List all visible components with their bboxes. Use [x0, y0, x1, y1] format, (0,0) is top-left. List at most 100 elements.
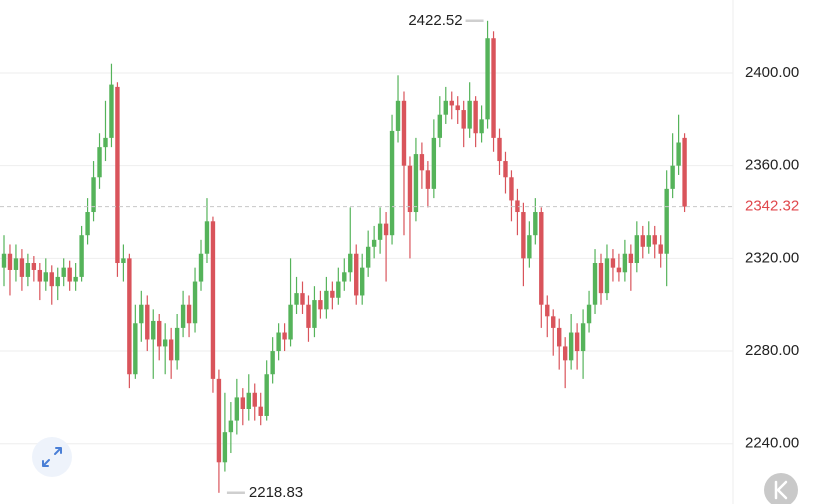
candle-body	[270, 351, 275, 375]
scroll-end-button[interactable]	[764, 473, 798, 504]
candle-body	[664, 188, 669, 254]
candle-body	[533, 212, 538, 236]
candle-body	[240, 397, 245, 409]
candle-body	[557, 327, 562, 347]
candle-body	[503, 161, 508, 178]
y-tick-label: 2400.00	[745, 64, 799, 81]
candle-body	[670, 165, 675, 189]
candle-body	[115, 86, 120, 264]
candle-body	[61, 267, 66, 277]
candle-body	[676, 142, 681, 166]
y-tick-label: 2280.00	[745, 342, 799, 359]
candle-body	[91, 177, 96, 213]
scroll-end-icon	[774, 480, 788, 500]
candle-body	[509, 177, 514, 201]
y-tick-label: 2320.00	[745, 249, 799, 266]
candle-body	[371, 239, 377, 247]
candle-body	[401, 100, 407, 166]
candle-body	[318, 300, 323, 310]
candle-body	[354, 253, 359, 296]
candle-body	[515, 200, 520, 213]
candle-body	[49, 272, 54, 287]
max-label: 2422.52	[408, 12, 462, 29]
candle-body	[234, 397, 240, 421]
candle-body	[497, 137, 502, 162]
candle-body	[330, 290, 335, 298]
candle-body	[539, 212, 544, 305]
candle-body	[646, 235, 651, 247]
candle-body	[485, 38, 490, 120]
candle-body	[97, 147, 102, 178]
candle-body	[276, 332, 281, 352]
candle-body	[258, 406, 263, 416]
candle-body	[73, 276, 78, 282]
candle-body	[67, 267, 72, 282]
candle-body	[443, 100, 448, 115]
candle-body	[186, 304, 192, 324]
candle-body	[282, 332, 287, 340]
candle-body	[103, 137, 108, 148]
candle-body	[109, 84, 114, 138]
candle-body	[461, 110, 466, 129]
expand-icon	[42, 447, 62, 467]
candle-body	[228, 420, 234, 433]
candle-body	[7, 253, 13, 270]
candle-body	[479, 119, 484, 134]
candle-body	[145, 304, 150, 340]
candle-body	[294, 293, 299, 305]
candle-body	[521, 212, 526, 259]
candle-body	[586, 304, 592, 324]
candle-body	[133, 323, 138, 375]
candle-body	[580, 323, 586, 352]
candle-body	[37, 269, 43, 282]
candle-body	[306, 304, 311, 328]
candle-body	[658, 244, 663, 254]
candle-body	[55, 276, 60, 287]
candle-body	[264, 374, 269, 416]
candle-body	[1, 253, 7, 268]
candle-body	[13, 258, 19, 270]
candle-body	[43, 272, 48, 282]
candle-body	[551, 316, 556, 328]
candle-body	[151, 320, 156, 340]
candle-body	[568, 332, 574, 361]
candle-body	[288, 304, 293, 340]
candle-body	[455, 105, 460, 111]
candle-body	[473, 100, 478, 134]
candle-body	[31, 263, 37, 270]
candle-body	[610, 258, 616, 268]
candle-body	[204, 221, 210, 254]
candle-body	[640, 235, 645, 247]
candle-body	[222, 432, 228, 463]
candle-body	[527, 235, 532, 259]
candle-body	[634, 235, 640, 264]
candle-body	[180, 304, 186, 328]
candle-body	[127, 258, 132, 375]
candle-body	[622, 253, 628, 273]
candle-body	[336, 281, 341, 298]
candle-body	[628, 253, 634, 264]
candle-body	[574, 332, 580, 352]
candle-body	[162, 339, 168, 347]
candle-body	[348, 253, 353, 273]
candle-body	[467, 100, 472, 129]
candle-body	[437, 114, 443, 138]
candle-body	[19, 258, 25, 277]
candle-body	[365, 246, 371, 268]
candle-body	[598, 263, 604, 294]
candle-body	[252, 392, 257, 407]
candle-body	[413, 154, 419, 213]
candle-body	[377, 223, 383, 240]
candle-body	[419, 154, 425, 171]
candle-body	[216, 378, 222, 463]
candle-body	[25, 263, 31, 277]
y-tick-label: 2240.00	[745, 435, 799, 452]
expand-button-bg	[32, 437, 72, 477]
candle-body	[407, 165, 413, 213]
candle-body	[121, 258, 126, 264]
candle-body	[562, 346, 568, 361]
y-tick-label: 2360.00	[745, 157, 799, 174]
candle-body	[198, 253, 204, 282]
candle-body	[246, 392, 251, 409]
expand-button[interactable]	[32, 437, 72, 477]
